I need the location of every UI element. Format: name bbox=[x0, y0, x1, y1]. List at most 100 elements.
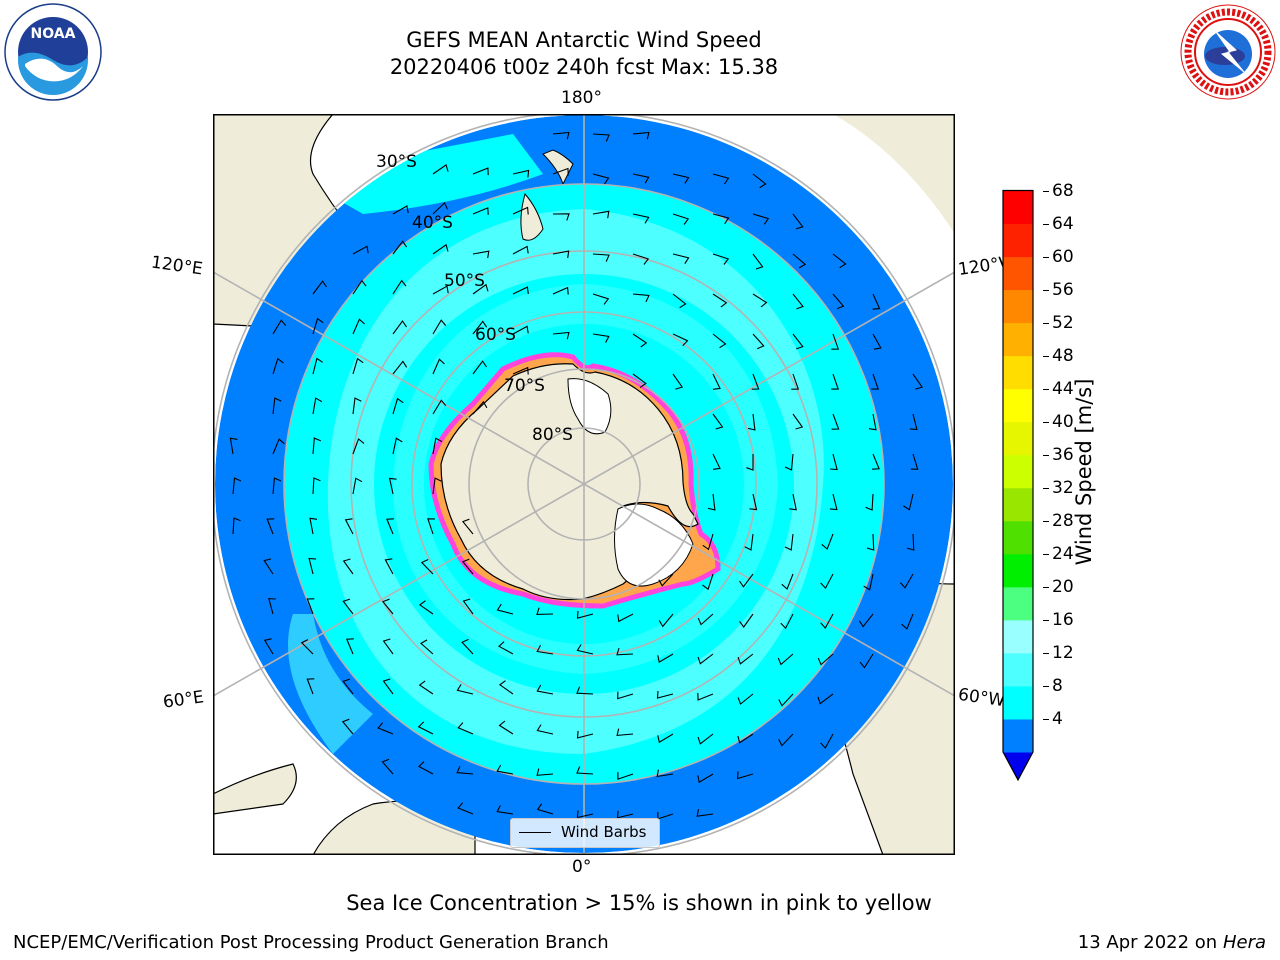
wind-barb bbox=[427, 518, 435, 535]
wind-barb bbox=[712, 413, 724, 430]
wind-barb bbox=[382, 678, 394, 695]
wind-barb bbox=[263, 558, 274, 575]
sea-ice-annotation: Sea Ice Concentration > 15% is shown in … bbox=[346, 891, 932, 915]
wind-barb bbox=[381, 598, 394, 615]
wind-barb bbox=[352, 318, 365, 335]
wind-barb bbox=[496, 764, 514, 775]
colorbar-segment bbox=[1003, 421, 1033, 456]
wind-barb bbox=[381, 758, 394, 775]
wind-barb bbox=[512, 286, 529, 295]
colorbar-tick-mark bbox=[1043, 355, 1049, 357]
wind-barb bbox=[792, 253, 807, 269]
wind-barb bbox=[632, 213, 650, 224]
wind-barb bbox=[859, 653, 874, 669]
wind-barbs bbox=[229, 131, 923, 820]
wind-barb bbox=[461, 638, 474, 655]
wind-barb bbox=[737, 733, 754, 744]
map-legend: Wind Barbs bbox=[510, 818, 660, 848]
wind-barb bbox=[352, 357, 364, 375]
colorbar-tick-mark bbox=[1043, 190, 1049, 192]
wind-barb bbox=[672, 373, 684, 390]
colorbar-segment bbox=[1003, 223, 1033, 258]
wind-barb bbox=[496, 805, 514, 815]
lat-label-60s: 60°S bbox=[475, 325, 516, 345]
colorbar-tick-label: 56 bbox=[1052, 279, 1074, 300]
colorbar-tick-label: 44 bbox=[1052, 378, 1074, 399]
footer-date: 13 Apr 2022 on Hera bbox=[1078, 932, 1266, 953]
wind-barb bbox=[306, 678, 315, 695]
wind-barb bbox=[910, 453, 919, 470]
wind-barb bbox=[392, 320, 407, 335]
colorbar-segment bbox=[1003, 685, 1033, 720]
colorbar-tick-label: 12 bbox=[1052, 642, 1074, 663]
colorbar-segment bbox=[1003, 190, 1033, 225]
wind-barb bbox=[392, 279, 407, 295]
graticule bbox=[213, 114, 955, 855]
wind-barb bbox=[342, 678, 354, 695]
colorbar-tick-label: 16 bbox=[1052, 609, 1074, 630]
wind-barb bbox=[576, 810, 594, 819]
wind-barb bbox=[229, 437, 238, 455]
wind-barb bbox=[592, 133, 610, 142]
wind-barb bbox=[632, 373, 647, 388]
wind-barb bbox=[377, 722, 394, 735]
wind-barb bbox=[616, 810, 634, 819]
colorbar-segment bbox=[1003, 454, 1033, 489]
wind-barb bbox=[272, 357, 284, 375]
wind-barb bbox=[344, 518, 354, 535]
lat-label-50s: 50°S bbox=[444, 271, 485, 291]
colorbar-tick-mark bbox=[1043, 586, 1049, 588]
wind-barb bbox=[672, 293, 687, 309]
colorbar-segment bbox=[1003, 520, 1033, 555]
wind-barb bbox=[272, 477, 282, 495]
colorbar-tick-mark bbox=[1043, 289, 1049, 291]
wind-barb bbox=[778, 733, 794, 747]
wind-barb bbox=[737, 653, 754, 665]
wind-barb bbox=[576, 730, 594, 739]
wind-barb bbox=[712, 213, 730, 225]
wind-barb bbox=[697, 733, 714, 745]
wind-barb bbox=[418, 680, 434, 695]
wind-barb bbox=[752, 293, 768, 308]
wind-barb bbox=[552, 167, 569, 176]
colorbar-tick-label: 8 bbox=[1052, 675, 1063, 696]
colorbar-label: Wind Speed [m/s] bbox=[1072, 378, 1096, 566]
wind-barb bbox=[352, 245, 369, 255]
wind-barb bbox=[657, 733, 674, 744]
wind-barb bbox=[658, 573, 674, 587]
wind-barb bbox=[536, 724, 554, 735]
footer-date-text: 13 Apr 2022 on bbox=[1077, 932, 1223, 953]
wind-barb bbox=[906, 533, 915, 551]
wind-barb bbox=[752, 333, 765, 350]
footer-host: Hera bbox=[1222, 932, 1266, 953]
wind-barb bbox=[617, 691, 634, 700]
wind-barb bbox=[658, 613, 674, 628]
wind-barb bbox=[592, 210, 610, 219]
wind-barb bbox=[472, 207, 489, 215]
wind-barb bbox=[817, 653, 834, 666]
wind-barb bbox=[632, 131, 650, 140]
wind-barb bbox=[417, 721, 434, 735]
wind-barb bbox=[432, 437, 443, 455]
wind-barb bbox=[831, 373, 839, 390]
wind-barb bbox=[312, 280, 327, 295]
wind-barb bbox=[697, 773, 714, 784]
wind-barb bbox=[552, 131, 570, 140]
wind-barb bbox=[702, 533, 714, 551]
wind-barb bbox=[656, 690, 674, 699]
wind-barb bbox=[462, 598, 474, 615]
wind-barb bbox=[342, 598, 354, 615]
wind-barb bbox=[232, 477, 242, 495]
wind-barb bbox=[592, 173, 610, 185]
wind-barb bbox=[384, 558, 394, 575]
colorbar-tick-mark bbox=[1043, 487, 1049, 489]
legend-label: Wind Barbs bbox=[561, 823, 647, 841]
wind-barb bbox=[672, 213, 690, 225]
wind-barb bbox=[472, 167, 489, 176]
legend-line bbox=[519, 832, 551, 833]
wind-barb bbox=[536, 803, 554, 815]
wind-barb bbox=[456, 684, 474, 695]
wind-barb bbox=[712, 453, 721, 470]
wind-barb bbox=[536, 645, 554, 655]
svg-text:NOAA: NOAA bbox=[31, 26, 76, 42]
